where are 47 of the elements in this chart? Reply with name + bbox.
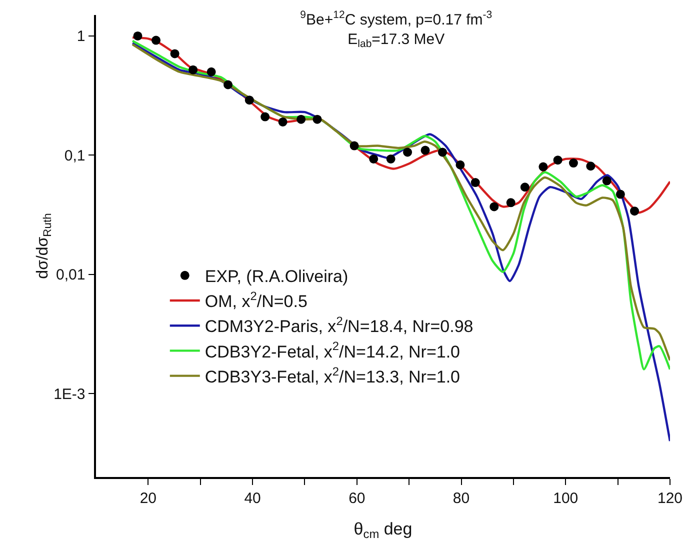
legend-label: CDM3Y2-Paris, x$^{2}$/N=18.4, Nr=0.98 (204, 314, 474, 336)
point (170, 49, 180, 58)
point (152, 36, 161, 45)
point (520, 182, 530, 192)
point (133, 31, 142, 40)
point (586, 162, 596, 171)
point (553, 156, 562, 165)
y-tick-label: 0,1 (64, 147, 86, 164)
point (296, 114, 306, 124)
point (456, 160, 465, 170)
point (420, 146, 430, 155)
x-tick-label: 20 (140, 490, 157, 507)
point (630, 206, 640, 216)
legend-label: OM, x$^{2}$/N=0.5 (204, 288, 308, 312)
point (260, 112, 270, 122)
x-tick-label: 60 (348, 490, 366, 507)
point (616, 190, 625, 199)
chart-title: $^{9}$Be+$^{12}$C system, p=0.17 fm$^{-3}$ (300, 9, 492, 28)
y-tick-label: 0,01 (56, 266, 86, 284)
y-tick-label: 1E-3 (54, 386, 86, 403)
x-tick-label: 120 (657, 490, 683, 507)
point (538, 162, 548, 172)
text: E$_{lab}$=17.3 MeV (348, 30, 445, 50)
point (602, 176, 612, 186)
point (350, 141, 359, 150)
point (506, 198, 516, 208)
y-tick-label: 1 (76, 28, 86, 46)
point (188, 65, 198, 74)
point (568, 158, 578, 168)
point (312, 114, 322, 124)
point (224, 80, 233, 90)
point (244, 96, 254, 105)
point (206, 67, 216, 76)
point (470, 178, 480, 188)
x-axis-title: θ$_{cm}$ deg (354, 519, 412, 541)
point (490, 202, 499, 212)
point (278, 117, 288, 126)
point (369, 154, 378, 164)
point (386, 154, 396, 164)
legend-label: CDB3Y2-Fetal, x$^{2}$/N=14.2, Nr=1.0 (204, 339, 460, 362)
x-tick-label: 80 (452, 490, 470, 507)
point (403, 148, 412, 157)
legend-label: EXP, (R.A.Oliveira) (204, 267, 348, 286)
x-tick-label: 100 (553, 490, 578, 507)
x-tick-label: 40 (244, 490, 261, 507)
point (438, 148, 447, 157)
legend-label: CDB3Y3-Fetal, x$^{2}$/N=13.3, Nr=1.0 (204, 364, 460, 386)
